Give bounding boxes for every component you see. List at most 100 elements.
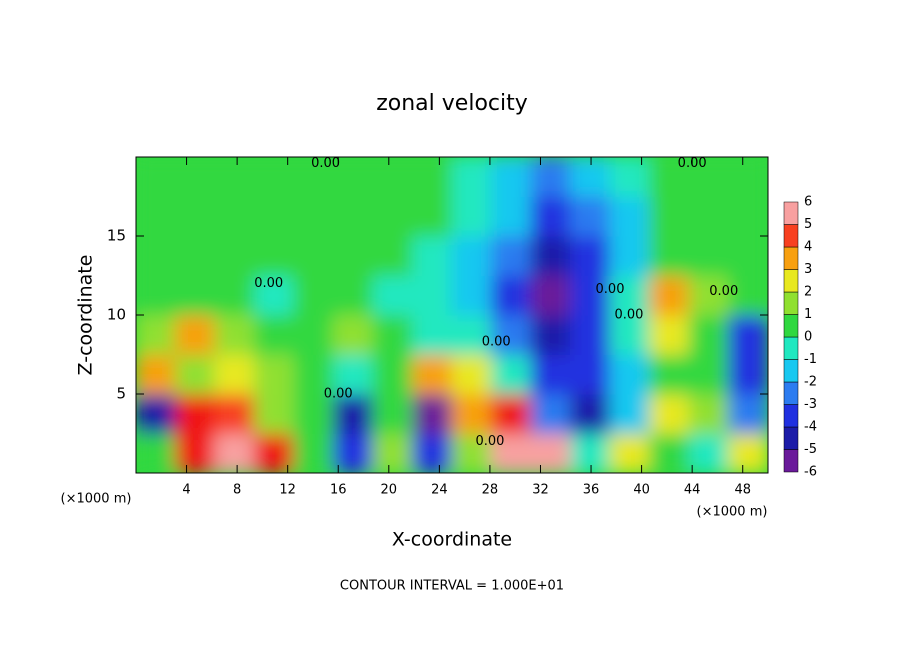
contour-label: 0.00 bbox=[475, 434, 504, 449]
field-cell bbox=[728, 433, 768, 473]
field-cell bbox=[609, 196, 650, 237]
field-cell bbox=[175, 314, 216, 355]
field-cell bbox=[728, 196, 768, 237]
x-tick-label: 32 bbox=[532, 483, 549, 498]
colorbar-swatch bbox=[783, 426, 799, 450]
x-axis-label: X-coordinate bbox=[392, 529, 512, 551]
field-cell bbox=[372, 314, 413, 355]
field-cell bbox=[136, 393, 176, 434]
field-cell bbox=[372, 157, 413, 197]
field-cell bbox=[412, 314, 453, 355]
colorbar-label: 3 bbox=[804, 262, 812, 277]
field-cell bbox=[333, 157, 374, 197]
x-tick-label: 28 bbox=[482, 483, 499, 498]
field-cell bbox=[293, 275, 334, 316]
colorbar-swatch bbox=[783, 336, 799, 360]
x-tick-label: 4 bbox=[182, 483, 190, 498]
colorbar-swatch bbox=[783, 404, 799, 428]
field-cell bbox=[254, 354, 295, 395]
field-cell bbox=[136, 354, 176, 395]
field-cell bbox=[372, 275, 413, 316]
colorbar-label: -1 bbox=[804, 352, 817, 367]
field-cell bbox=[530, 393, 571, 434]
x-tick-label: 12 bbox=[279, 483, 296, 498]
field-cell bbox=[451, 235, 492, 276]
field-cell bbox=[451, 433, 492, 473]
colorbar-label: 0 bbox=[804, 330, 812, 345]
field-cell bbox=[412, 433, 453, 473]
field-cell bbox=[491, 354, 532, 395]
field-cell bbox=[688, 235, 729, 276]
colorbar-label: 6 bbox=[804, 195, 812, 210]
field-cell bbox=[530, 157, 571, 197]
field-cell bbox=[451, 157, 492, 197]
field bbox=[136, 157, 768, 473]
field-cell bbox=[609, 433, 650, 473]
field-cell bbox=[451, 393, 492, 434]
y-tick-label: 10 bbox=[107, 306, 126, 324]
colorbar-label: -2 bbox=[804, 375, 817, 390]
colorbar-swatch bbox=[783, 246, 799, 270]
y-tick-label: 5 bbox=[116, 385, 126, 403]
contour-label: 0.00 bbox=[324, 387, 353, 402]
field-cell bbox=[530, 196, 571, 237]
field-cell bbox=[293, 433, 334, 473]
field-cell bbox=[372, 354, 413, 395]
colorbar-label: -3 bbox=[804, 397, 817, 412]
colorbar-swatch bbox=[783, 269, 799, 293]
footer: CONTOUR INTERVAL = 1.000E+01 bbox=[340, 579, 564, 594]
x-tick-label: 40 bbox=[633, 483, 650, 498]
x-unit: (×1000 m) bbox=[697, 505, 768, 520]
field-cell bbox=[530, 235, 571, 276]
field-cell bbox=[491, 393, 532, 434]
field-cell bbox=[451, 196, 492, 237]
field-cell bbox=[372, 393, 413, 434]
field-cell bbox=[333, 314, 374, 355]
field-cell bbox=[491, 275, 532, 316]
x-tick-label: 16 bbox=[330, 483, 347, 498]
field-cell bbox=[649, 275, 690, 316]
field-cell bbox=[333, 433, 374, 473]
field-cell bbox=[412, 235, 453, 276]
field-cell bbox=[570, 275, 611, 316]
field-cell bbox=[136, 235, 176, 276]
field-cell bbox=[728, 235, 768, 276]
x-tick-label: 44 bbox=[684, 483, 701, 498]
x-tick-label: 36 bbox=[583, 483, 600, 498]
field-cell bbox=[728, 354, 768, 395]
contour-label: 0.00 bbox=[482, 334, 511, 349]
field-cell bbox=[293, 235, 334, 276]
field-cell bbox=[254, 157, 295, 197]
field-cell bbox=[333, 354, 374, 395]
field-cell bbox=[530, 433, 571, 473]
field-cell bbox=[688, 354, 729, 395]
field-cell bbox=[609, 275, 650, 316]
field-cell bbox=[491, 157, 532, 197]
field-cell bbox=[609, 354, 650, 395]
field-cell bbox=[333, 275, 374, 316]
field-cell bbox=[688, 157, 729, 197]
field-cell bbox=[570, 433, 611, 473]
field-cell bbox=[214, 314, 255, 355]
colorbar-label: -4 bbox=[804, 420, 817, 435]
field-cell bbox=[728, 314, 768, 355]
field-cell bbox=[412, 157, 453, 197]
field-cell bbox=[570, 314, 611, 355]
field-cell bbox=[609, 314, 650, 355]
y-tick-label: 15 bbox=[107, 227, 126, 245]
field-cell bbox=[570, 354, 611, 395]
field-cell bbox=[570, 196, 611, 237]
field-cell bbox=[254, 235, 295, 276]
field-cell bbox=[175, 393, 216, 434]
x-tick-label: 48 bbox=[734, 483, 751, 498]
field-cell bbox=[136, 275, 176, 316]
field-cell bbox=[570, 235, 611, 276]
field-cell bbox=[649, 196, 690, 237]
field-cell bbox=[530, 275, 571, 316]
field-cell bbox=[688, 196, 729, 237]
colorbar-label: -5 bbox=[804, 442, 817, 457]
plot-area bbox=[136, 157, 768, 473]
contour-label: 0.00 bbox=[614, 308, 643, 323]
field-cell bbox=[570, 393, 611, 434]
